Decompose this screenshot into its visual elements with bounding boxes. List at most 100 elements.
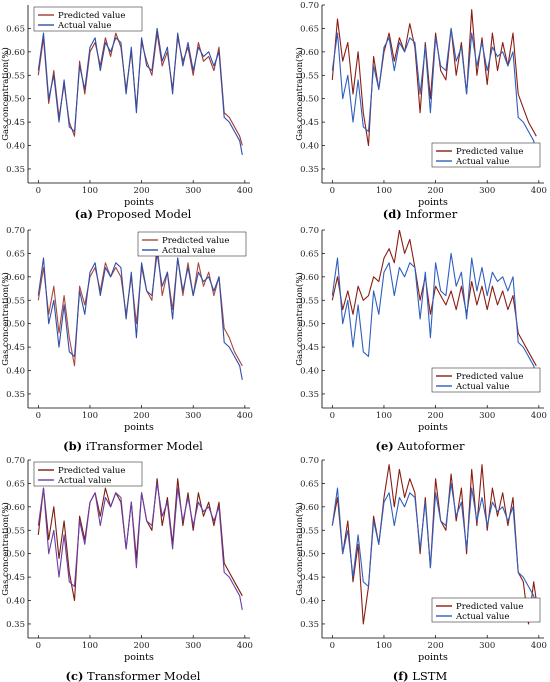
x-tick-label: 400 xyxy=(237,411,253,421)
y-tick-label: 0.40 xyxy=(300,597,319,607)
y-tick-label: 0.55 xyxy=(6,71,25,81)
x-axis-title: points xyxy=(124,652,154,663)
y-axis-title: Gas concentration(%) xyxy=(294,272,305,366)
y-tick-label: 0.40 xyxy=(300,367,319,377)
legend-label-predicted: Predicted value xyxy=(456,602,523,612)
panel-caption: (f) LSTM xyxy=(393,669,448,682)
legend-label-predicted: Predicted value xyxy=(456,147,523,157)
y-tick-label: 0.35 xyxy=(6,390,25,400)
y-tick-label: 0.60 xyxy=(300,48,319,58)
x-tick-label: 0 xyxy=(330,411,335,421)
series-line-predicted xyxy=(331,230,537,367)
series-line-actual xyxy=(331,482,537,610)
x-tick-label: 0 xyxy=(36,186,41,196)
x-tick-label: 200 xyxy=(427,641,443,651)
x-tick-label: 400 xyxy=(531,641,547,651)
y-tick-label: 0.55 xyxy=(6,526,25,536)
x-axis-title: points xyxy=(124,197,154,208)
y-tick-label: 0.50 xyxy=(300,95,319,105)
panel-caption-letter: (c) xyxy=(66,669,84,682)
legend-box xyxy=(33,6,143,32)
x-tick-label: 300 xyxy=(185,641,201,651)
legend-label-predicted: Predicted value xyxy=(162,236,229,246)
chart-panel-d: 0.35 0.40 0.45 0.50 0.55 0.60 0.65 0.70 0 100 200 3… xyxy=(294,1,547,208)
x-tick-label: 100 xyxy=(82,186,98,196)
y-tick-label: 0.35 xyxy=(300,390,319,400)
y-tick-label: 0.55 xyxy=(300,296,319,306)
y-tick-label: 0.60 xyxy=(300,503,319,513)
y-tick-label: 0.55 xyxy=(6,296,25,306)
x-tick-label: 300 xyxy=(479,186,495,196)
y-tick-label: 0.45 xyxy=(300,573,319,583)
x-tick-label: 200 xyxy=(133,186,149,196)
chart-panel-c: 0.35 0.40 0.45 0.50 0.55 0.60 0.65 0.70 0 100 200 3… xyxy=(0,456,253,663)
panel-caption: (e) Autoformer xyxy=(376,439,466,453)
x-tick-label: 400 xyxy=(237,641,253,651)
x-tick-label: 100 xyxy=(82,411,98,421)
legend-label-actual: Actual value xyxy=(57,476,111,486)
y-tick-label: 0.35 xyxy=(300,165,319,175)
y-tick-label: 0.40 xyxy=(6,367,25,377)
series-line-predicted xyxy=(37,478,243,602)
panel-caption-letter: (b) xyxy=(63,439,82,453)
x-tick-label: 300 xyxy=(479,411,495,421)
legend-label-actual: Actual value xyxy=(57,21,111,31)
y-tick-label: 0.60 xyxy=(6,503,25,513)
y-tick-label: 0.70 xyxy=(300,456,319,466)
y-tick-label: 0.50 xyxy=(6,95,25,105)
y-tick-label: 0.65 xyxy=(6,479,25,489)
series-line-actual xyxy=(37,27,243,155)
x-tick-label: 0 xyxy=(330,641,335,651)
x-axis-title: points xyxy=(418,422,448,433)
x-tick-label: 200 xyxy=(133,411,149,421)
y-axis-title: Gas concentration(%) xyxy=(0,502,11,596)
x-tick-label: 300 xyxy=(185,411,201,421)
panel-caption-text: Autoformer xyxy=(394,439,465,453)
x-tick-label: 400 xyxy=(237,186,253,196)
y-tick-label: 0.65 xyxy=(6,24,25,34)
series-line-predicted xyxy=(331,9,537,147)
y-tick-label: 0.40 xyxy=(300,142,319,152)
y-tick-label: 0.35 xyxy=(300,620,319,630)
x-tick-label: 0 xyxy=(36,641,41,651)
legend-label-actual: Actual value xyxy=(161,246,215,256)
panel-caption: (d) Informer xyxy=(383,207,458,221)
y-tick-label: 0.45 xyxy=(300,118,319,128)
y-tick-label: 0.40 xyxy=(6,142,25,152)
legend-box xyxy=(431,597,541,623)
y-tick-label: 0.65 xyxy=(300,24,319,34)
panel-caption: (a) Proposed Model xyxy=(75,207,192,221)
x-tick-label: 200 xyxy=(427,411,443,421)
legend-label-actual: Actual value xyxy=(455,612,509,622)
y-tick-label: 0.70 xyxy=(6,456,25,466)
y-tick-label: 0.45 xyxy=(6,343,25,353)
y-tick-label: 0.45 xyxy=(6,118,25,128)
x-tick-label: 300 xyxy=(479,641,495,651)
y-tick-label: 0.70 xyxy=(300,226,319,236)
panel-caption-text: LSTM xyxy=(409,669,448,682)
y-tick-label: 0.35 xyxy=(6,620,25,630)
y-tick-label: 0.65 xyxy=(6,249,25,259)
legend-box xyxy=(137,231,247,257)
panel-caption: (b) iTransformer Model xyxy=(63,439,203,453)
y-axis-title: Gas concentration(%) xyxy=(0,47,11,141)
panel-caption-letter: (e) xyxy=(376,439,394,453)
x-tick-label: 100 xyxy=(376,411,392,421)
x-tick-label: 400 xyxy=(531,411,547,421)
y-tick-label: 0.50 xyxy=(6,550,25,560)
series-line-actual xyxy=(37,252,243,380)
panel-caption-text: Proposed Model xyxy=(93,207,192,221)
legend-label-predicted: Predicted value xyxy=(456,372,523,382)
y-tick-label: 0.45 xyxy=(6,573,25,583)
legend-box xyxy=(431,367,541,393)
x-tick-label: 100 xyxy=(376,186,392,196)
x-tick-label: 200 xyxy=(427,186,443,196)
legend-box xyxy=(431,142,541,168)
y-tick-label: 0.55 xyxy=(300,71,319,81)
